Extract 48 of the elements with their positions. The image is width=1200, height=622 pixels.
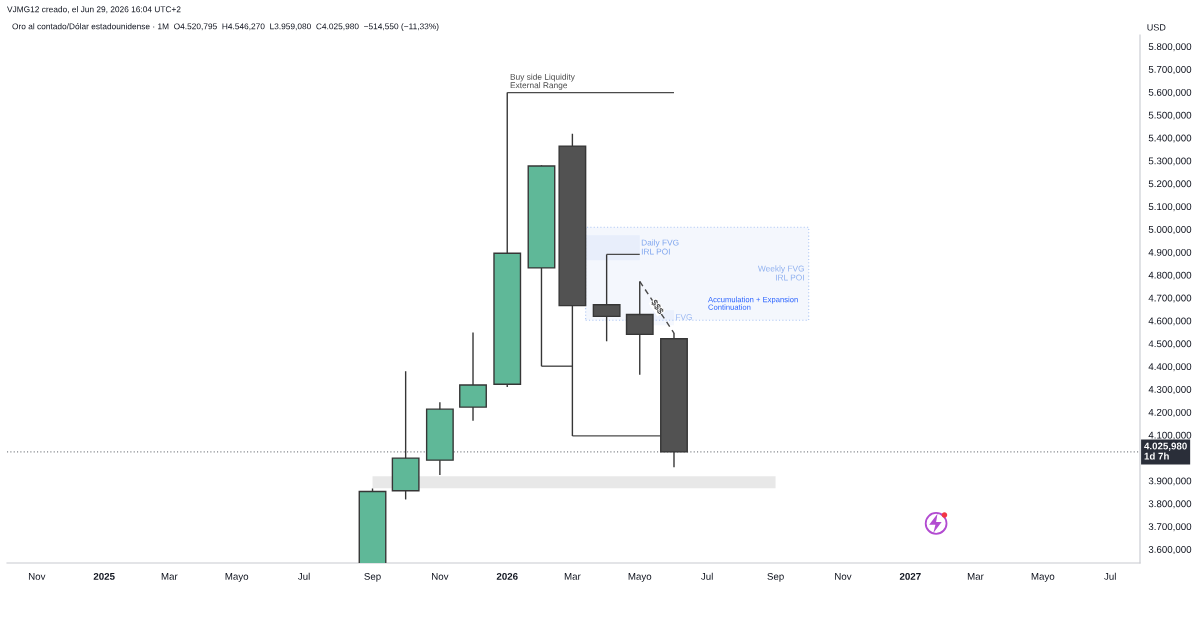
y-tick-label: 5.500,000 xyxy=(1148,111,1192,120)
x-tick-label: Jul xyxy=(1104,572,1116,580)
legend-label: FVG xyxy=(676,314,692,320)
x-tick-label: Nov xyxy=(432,573,449,580)
y-tick-label: 3.600,000 xyxy=(1148,546,1192,555)
series-label: Buy side Liquidity External Range xyxy=(510,73,575,90)
y-tick-label: 5.800,000 xyxy=(1148,43,1192,52)
x-tick-label: Nov xyxy=(28,573,46,580)
y-tick-label: 4.200,000 xyxy=(1148,408,1192,417)
y-tick-label: 5.000,000 xyxy=(1148,226,1192,235)
y-tick-label: 3.800,000 xyxy=(1148,500,1192,509)
x-tick-label: Mayo xyxy=(1031,573,1055,582)
x-tick-label: Sep xyxy=(767,572,784,582)
y-tick-label: 4.600,000 xyxy=(1148,317,1192,326)
y-tick-label: 4.700,000 xyxy=(1148,294,1192,303)
y-tick-label: 3.900,000 xyxy=(1148,477,1192,486)
y-tick-label: 4.900,000 xyxy=(1148,248,1192,257)
y-tick-label: 5.700,000 xyxy=(1148,66,1192,75)
y-tick-label: 5.300,000 xyxy=(1148,157,1192,166)
y-tick-label: 4.800,000 xyxy=(1148,271,1192,280)
x-tick-label: Jul xyxy=(701,572,713,580)
x-tick-label: Mar xyxy=(564,573,581,580)
chart-subtitle: Oro al contado/Dólar estadounidense · 1M O4.520,795 H4.546,270 L3.959,080 C4.025,980 −514,550 (−11,33%) xyxy=(12,23,439,31)
legend-label: Weekly FVG IRL POI xyxy=(757,265,804,281)
y-tick-label: 4.400,000 xyxy=(1148,363,1192,372)
x-tick-label: Mayo xyxy=(628,573,652,582)
x-tick-label: Mayo xyxy=(225,573,249,582)
x-tick-label: Sep xyxy=(364,572,381,582)
x-tick-label: 2026 xyxy=(496,572,518,580)
y-tick-label: 3.700,000 xyxy=(1148,523,1192,532)
chart-title: VJMG12 creado, el Jun 29, 2026 16:04 UTC+2 xyxy=(7,6,181,14)
x-tick-label: Mar xyxy=(967,573,984,580)
x-tick-label: Mar xyxy=(161,573,178,580)
text: $$$ xyxy=(650,298,665,316)
y-axis-title: USD xyxy=(1147,24,1166,31)
y-tick-label: 5.100,000 xyxy=(1148,203,1192,212)
ref-line-label: 4.025,980 1d 7h xyxy=(1144,442,1187,460)
y-tick-label: 5.200,000 xyxy=(1148,180,1192,189)
y-tick-label: 4.100,000 xyxy=(1148,431,1192,440)
y-tick-label: 4.300,000 xyxy=(1148,386,1192,395)
legend-label: Daily FVG IRL POI xyxy=(641,239,679,255)
x-tick-label: Nov xyxy=(835,573,852,580)
x-tick-label: 2025 xyxy=(93,572,115,580)
y-tick-label: 5.600,000 xyxy=(1148,88,1192,97)
x-tick-label: 2027 xyxy=(899,572,921,580)
y-tick-label: 5.400,000 xyxy=(1148,134,1192,143)
x-tick-label: Jul xyxy=(297,572,310,580)
y-tick-label: 4.500,000 xyxy=(1148,340,1192,349)
